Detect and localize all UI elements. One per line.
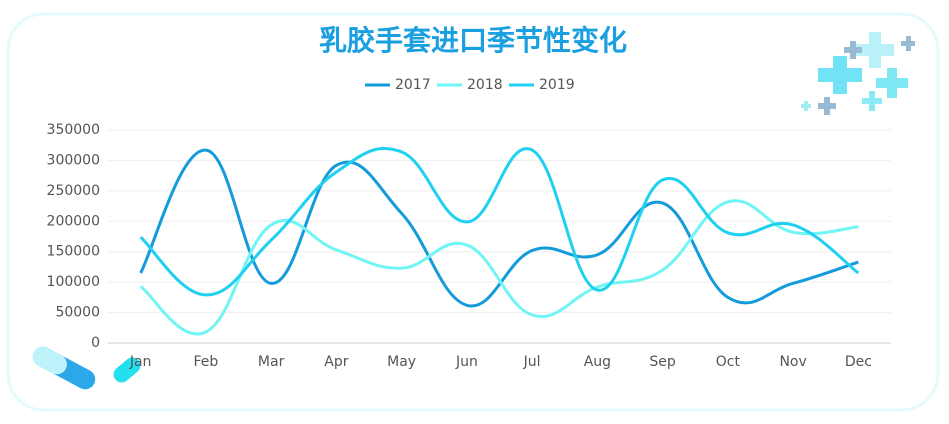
decor-crosses: [801, 32, 915, 115]
legend-label[interactable]: 2017: [395, 77, 431, 93]
y-tick-label: 100000: [47, 274, 100, 290]
x-tick-label: Jul: [523, 354, 541, 370]
x-tick-label: Mar: [258, 354, 285, 370]
legend-label[interactable]: 2018: [467, 77, 503, 93]
decor-pills: [32, 346, 141, 390]
x-tick-label: Nov: [779, 354, 806, 370]
series-line: [139, 148, 859, 308]
y-tick-label: 0: [91, 335, 100, 351]
y-tick-label: 200000: [47, 213, 100, 229]
x-tick-label: May: [387, 354, 416, 370]
series-line: [139, 146, 860, 297]
x-tick-label: Aug: [584, 354, 611, 370]
x-tick-label: Jun: [455, 354, 478, 370]
frame: [6, 12, 940, 412]
series-line: [139, 199, 859, 336]
y-tick-label: 150000: [47, 244, 100, 260]
y-tick-label: 300000: [47, 152, 100, 168]
x-tick-label: Feb: [193, 354, 218, 370]
x-tick-label: Oct: [716, 354, 741, 370]
x-tick-label: Apr: [324, 354, 348, 370]
y-tick-label: 250000: [47, 183, 100, 199]
x-tick-label: Dec: [845, 354, 872, 370]
legend-label[interactable]: 2019: [539, 77, 575, 93]
x-tick-label: Sep: [649, 354, 676, 370]
y-tick-label: 350000: [47, 122, 100, 138]
x-tick-label: Jan: [129, 354, 152, 370]
y-tick-label: 50000: [55, 305, 100, 321]
chart-title: 乳胶手套进口季节性变化: [319, 24, 627, 57]
